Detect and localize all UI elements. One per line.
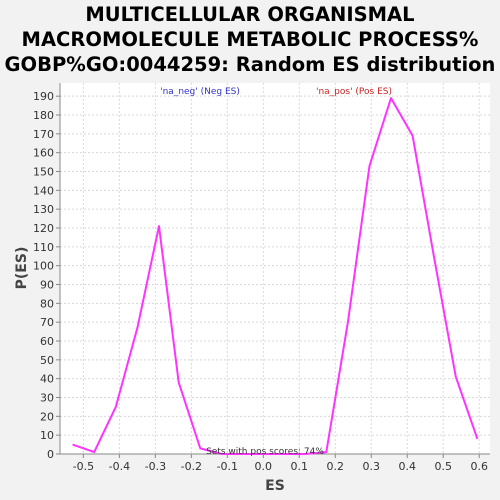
y-tick-label: 70: [40, 316, 54, 329]
y-tick-label: 160: [33, 147, 54, 160]
x-tick-label: -0.3: [145, 460, 166, 473]
y-tick-label: 180: [33, 109, 54, 122]
x-tick-label: 0.0: [255, 460, 273, 473]
chart-title-line-1: MULTICELLULAR ORGANISMAL: [85, 3, 415, 26]
y-tick-label: 20: [40, 410, 54, 423]
x-tick-label: 0.3: [363, 460, 381, 473]
y-tick-label: 40: [40, 373, 54, 386]
y-tick-label: 60: [40, 335, 54, 348]
y-tick-label: 150: [33, 166, 54, 179]
x-ticks: -0.5 -0.4 -0.3 -0.2 -0.1 0.0 0.1 0.2 0.3 0.4 0.5 0.…: [73, 454, 488, 473]
es-distribution-line: [72, 97, 479, 455]
chart-title-line-2: MACROMOLECULE METABOLIC PROCESS%: [21, 28, 479, 51]
y-axis-label: P(ES): [14, 247, 30, 290]
y-tick-label: 30: [40, 392, 54, 405]
pos-scores-note: Sets with pos scores: 74%: [206, 447, 324, 457]
x-tick-label: -0.5: [73, 460, 94, 473]
y-tick-label: 100: [33, 260, 54, 273]
y-tick-label: 90: [40, 279, 54, 292]
x-tick-label: 0.4: [398, 460, 416, 473]
y-tick-label: 190: [33, 90, 54, 103]
x-tick-label: 0.5: [434, 460, 452, 473]
x-tick-label: 0.6: [470, 460, 488, 473]
y-tick-label: 10: [40, 429, 54, 442]
x-tick-label: -0.1: [217, 460, 238, 473]
x-axis-label: ES: [265, 478, 285, 494]
chart-title: MULTICELLULAR ORGANISMAL MACROMOLECULE M…: [0, 2, 500, 77]
y-tick-label: 80: [40, 297, 54, 310]
y-tick-label: 140: [33, 184, 54, 197]
y-tick-label: 170: [33, 128, 54, 141]
x-tick-label: -0.2: [181, 460, 202, 473]
y-tick-label: 130: [33, 203, 54, 216]
y-ticks: 0 10 20 30 40 50 60 70 80 90 100 110 120 130 140 150 160…: [33, 90, 60, 461]
y-tick-label: 110: [33, 241, 54, 254]
y-tick-label: 120: [33, 222, 54, 235]
chart-title-line-3: GOBP%GO:0044259: Random ES distribution: [4, 53, 496, 76]
y-tick-label: 0: [47, 448, 54, 461]
pos-es-label: 'na_pos' (Pos ES): [316, 87, 392, 97]
x-tick-label: 0.2: [327, 460, 345, 473]
x-tick-label: 0.1: [291, 460, 309, 473]
x-tick-label: -0.4: [109, 460, 130, 473]
neg-es-label: 'na_neg' (Neg ES): [160, 87, 240, 97]
plot-area: [60, 83, 490, 454]
y-tick-label: 50: [40, 354, 54, 367]
